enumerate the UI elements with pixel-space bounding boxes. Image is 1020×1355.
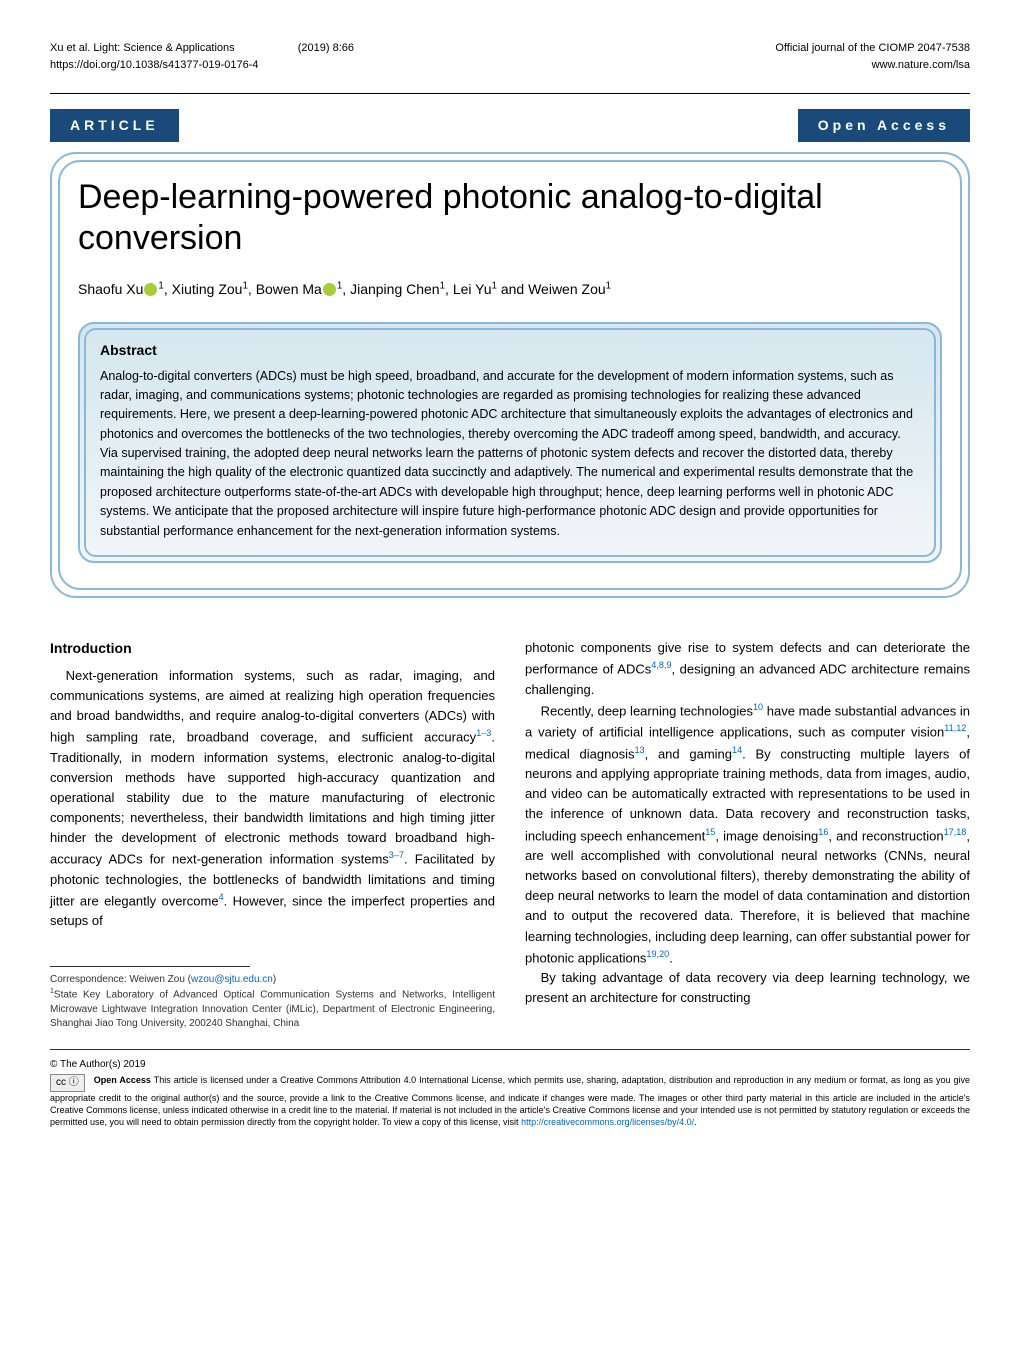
journal-url: www.nature.com/lsa: [872, 59, 970, 71]
citation-ref[interactable]: 19,20: [646, 949, 669, 959]
citation-ref[interactable]: 17,18: [944, 827, 967, 837]
body-paragraph: By taking advantage of data recovery via…: [525, 968, 970, 1008]
author-5: Lei Yu: [453, 281, 492, 297]
license-block: © The Author(s) 2019 cc ⓘ Open Access Th…: [50, 1049, 970, 1128]
citation-ref[interactable]: 10: [753, 702, 763, 712]
affil-sup: 1: [492, 280, 497, 291]
footnote-divider: [50, 966, 250, 967]
year-volume: (2019) 8:66: [298, 42, 354, 54]
author-list: Shaofu Xu1, Xiuting Zou1, Bowen Ma1, Jia…: [78, 279, 942, 300]
body-paragraph: Recently, deep learning technologies10 h…: [525, 700, 970, 968]
orcid-icon: [144, 283, 157, 296]
title-abstract-frame: Deep-learning-powered photonic analog-to…: [50, 152, 970, 598]
affil-sup: 1: [242, 280, 247, 291]
abstract-heading: Abstract: [100, 340, 920, 361]
body-text: Recently, deep learning technologies: [541, 703, 753, 718]
abstract-text: Analog-to-digital converters (ADCs) must…: [100, 367, 920, 541]
body-text: , are well accomplished with convolution…: [525, 828, 970, 965]
open-access-lead: Open Access: [94, 1075, 151, 1085]
orcid-icon: [323, 283, 336, 296]
author-1: Shaofu Xu: [78, 281, 143, 297]
correspondence-email[interactable]: wzou@sjtu.edu.cn: [191, 974, 273, 985]
header-divider: [50, 93, 970, 94]
body-text: By taking advantage of data recovery via…: [525, 970, 970, 1005]
citation-ref[interactable]: 11,12: [944, 723, 966, 733]
article-badge: ARTICLE: [50, 109, 179, 142]
abstract-box: Abstract Analog-to-digital converters (A…: [78, 322, 942, 563]
author-2: Xiuting Zou: [172, 281, 243, 297]
copyright-line: © The Author(s) 2019: [50, 1058, 970, 1072]
affil-sup: 1: [440, 280, 445, 291]
citation-ref[interactable]: 4,8,9: [651, 660, 671, 670]
citation-ref[interactable]: 3–7: [389, 850, 404, 860]
citation-ref[interactable]: 1–3: [476, 728, 491, 738]
body-text: , and reconstruction: [828, 828, 943, 843]
citation-ref[interactable]: 14: [732, 745, 742, 755]
body-text: .: [669, 950, 673, 965]
journal-citation: Xu et al. Light: Science & Applications: [50, 42, 235, 54]
body-text: . Traditionally, in modern information s…: [50, 729, 495, 866]
author-3: Bowen Ma: [256, 281, 322, 297]
body-text: Next-generation information systems, suc…: [50, 668, 495, 745]
cc-by-icon: cc ⓘ: [50, 1074, 85, 1092]
journal-official: Official journal of the CIOMP 2047-7538: [775, 42, 970, 54]
body-text: , image denoising: [715, 828, 818, 843]
column-left: Introduction Next-generation information…: [50, 638, 495, 1031]
body-columns: Introduction Next-generation information…: [50, 638, 970, 1031]
running-header: Xu et al. Light: Science & Applications …: [50, 40, 970, 73]
correspondence-footnote: Correspondence: Weiwen Zou (wzou@sjtu.ed…: [50, 973, 495, 1030]
citation-ref[interactable]: 16: [818, 827, 828, 837]
license-text: cc ⓘ Open Access This article is license…: [50, 1074, 970, 1128]
introduction-heading: Introduction: [50, 638, 495, 660]
correspondence-label: Correspondence: Weiwen Zou (: [50, 974, 191, 985]
affil-sup: 1: [158, 280, 163, 291]
header-right: Official journal of the CIOMP 2047-7538 …: [775, 40, 970, 73]
affil-sup: 1: [606, 280, 611, 291]
badge-row: ARTICLE Open Access: [50, 109, 970, 142]
affil-sup: 1: [337, 280, 342, 291]
article-title: Deep-learning-powered photonic analog-to…: [78, 177, 942, 259]
citation-ref[interactable]: 15: [705, 827, 715, 837]
doi: https://doi.org/10.1038/s41377-019-0176-…: [50, 59, 259, 71]
author-6: Weiwen Zou: [528, 281, 606, 297]
header-left: Xu et al. Light: Science & Applications …: [50, 40, 354, 73]
license-link[interactable]: http://creativecommons.org/licenses/by/4…: [521, 1117, 694, 1127]
license-body: This article is licensed under a Creativ…: [50, 1075, 970, 1127]
citation-ref[interactable]: 13: [634, 745, 644, 755]
affiliation-text: State Key Laboratory of Advanced Optical…: [50, 990, 495, 1029]
author-4: Jianping Chen: [350, 281, 440, 297]
paren: ): [273, 974, 276, 985]
license-period: .: [694, 1117, 697, 1127]
body-paragraph: Next-generation information systems, suc…: [50, 666, 495, 932]
column-right: photonic components give rise to system …: [525, 638, 970, 1031]
open-access-badge: Open Access: [798, 109, 970, 142]
body-paragraph: photonic components give rise to system …: [525, 638, 970, 700]
body-text: , and gaming: [645, 746, 732, 761]
